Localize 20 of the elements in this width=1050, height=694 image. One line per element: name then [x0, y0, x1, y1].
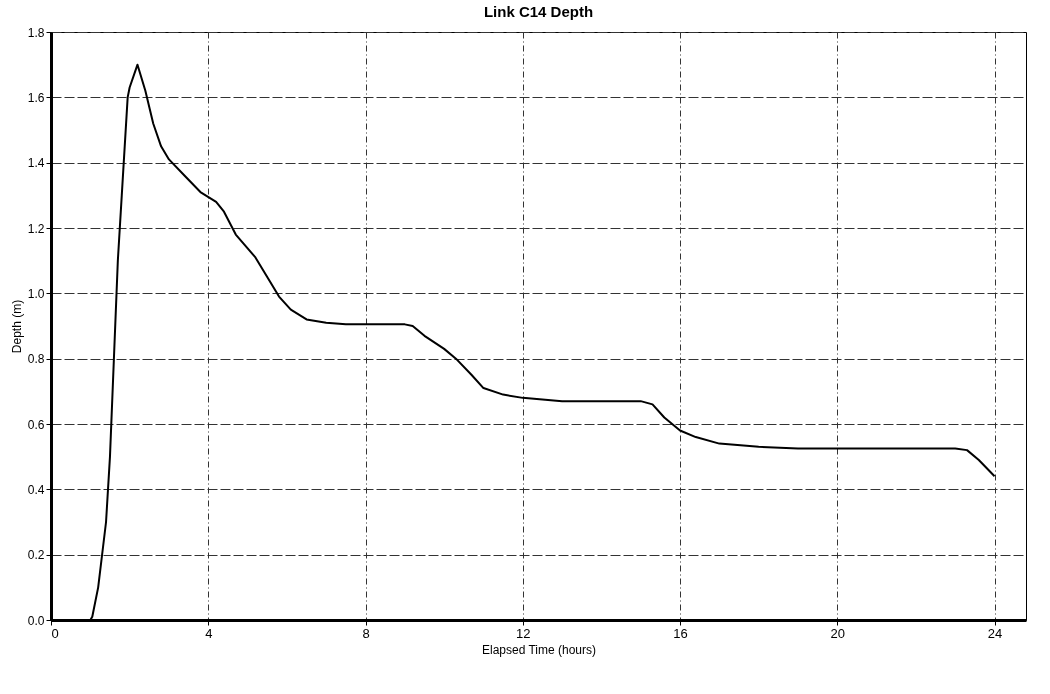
x-tick-label: 20	[830, 625, 846, 641]
y-axis-title: Depth (m)	[9, 299, 24, 354]
x-tick-label: 8	[362, 625, 370, 641]
x-tick-label: 16	[673, 625, 688, 641]
y-tick-label: 1.8	[27, 25, 45, 40]
y-tick-label: 1.0	[27, 286, 45, 301]
x-tick-label: 4	[205, 625, 213, 641]
y-tick-label: 0.8	[27, 352, 45, 367]
y-tick-label: 0.6	[27, 417, 45, 432]
y-tick-label: 0.0	[27, 613, 45, 628]
y-tick-label: 0.4	[27, 482, 45, 497]
chart-title: Link C14 Depth	[483, 3, 594, 20]
x-tick-label: 24	[987, 625, 1003, 641]
x-tick-label: 0	[51, 625, 59, 641]
y-tick-label: 1.4	[27, 156, 45, 171]
y-tick-label: 1.6	[27, 90, 45, 105]
x-tick-label: 12	[516, 625, 531, 641]
y-tick-label: 0.2	[27, 548, 45, 563]
y-tick-label: 1.2	[27, 221, 45, 236]
x-axis-title: Elapsed Time (hours)	[481, 642, 597, 657]
